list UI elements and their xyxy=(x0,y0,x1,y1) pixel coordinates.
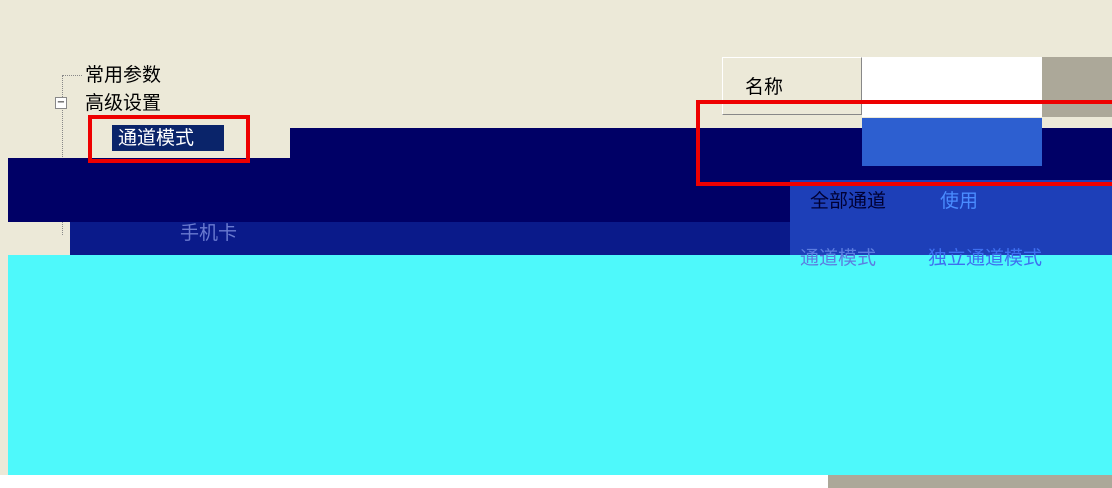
cell[interactable]: 通道模式 xyxy=(800,247,877,269)
tree-item[interactable]: 手机卡 xyxy=(180,222,238,244)
tree-item[interactable]: 常用参数 xyxy=(85,64,162,86)
artifact xyxy=(862,118,1042,166)
list-area xyxy=(862,57,1042,117)
cell[interactable]: 使用 xyxy=(940,190,979,212)
highlight-box xyxy=(696,100,1112,186)
highlight-box xyxy=(88,115,250,163)
expander[interactable]: − xyxy=(55,97,67,109)
tree-item[interactable]: 高级设置 xyxy=(85,92,162,114)
artifact xyxy=(8,255,1112,475)
tree-item[interactable]: 通道模式 xyxy=(118,127,195,149)
column-header-label: 名称 xyxy=(745,76,784,98)
artifact xyxy=(828,475,1112,488)
tree-line xyxy=(62,75,82,76)
artifact xyxy=(70,222,790,255)
cell[interactable]: 全部通道 xyxy=(810,190,887,212)
artifact xyxy=(0,475,828,488)
cell[interactable]: 独立通道模式 xyxy=(928,247,1043,269)
selection xyxy=(112,125,224,151)
tree-line xyxy=(62,75,64,235)
scroll-area xyxy=(1042,57,1112,117)
column-header[interactable] xyxy=(722,57,862,115)
